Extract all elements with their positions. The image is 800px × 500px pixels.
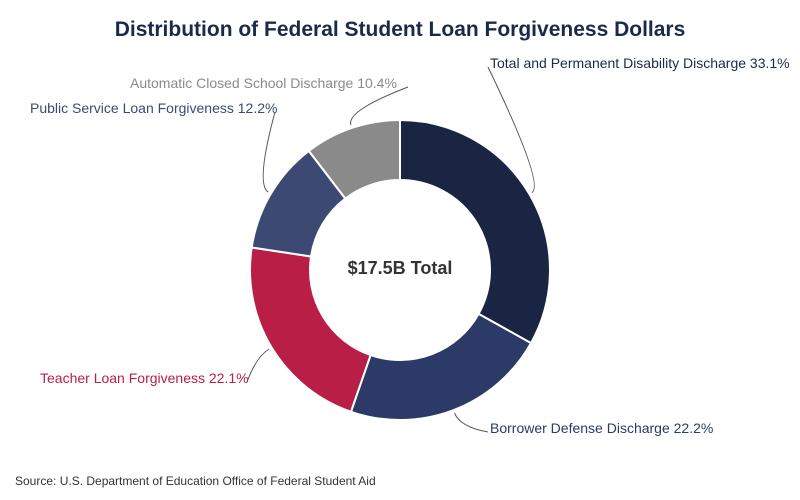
slice-label: Public Service Loan Forgiveness 12.2% xyxy=(30,100,277,116)
donut-slice xyxy=(400,120,550,343)
leader-line xyxy=(263,112,275,192)
leader-line xyxy=(247,349,269,382)
center-total-label: $17.5B Total xyxy=(340,258,460,279)
slice-label: Borrower Defense Discharge 22.2% xyxy=(490,420,713,436)
slice-label: Teacher Loan Forgiveness 22.1% xyxy=(40,370,249,386)
donut-chart: Distribution of Federal Student Loan For… xyxy=(0,0,800,500)
slice-label: Total and Permanent Disability Discharge… xyxy=(490,55,790,71)
leader-line xyxy=(455,413,488,432)
source-footnote: Source: U.S. Department of Education Off… xyxy=(15,474,376,488)
slice-label: Automatic Closed School Discharge 10.4% xyxy=(130,75,397,91)
donut-slice xyxy=(351,314,531,420)
